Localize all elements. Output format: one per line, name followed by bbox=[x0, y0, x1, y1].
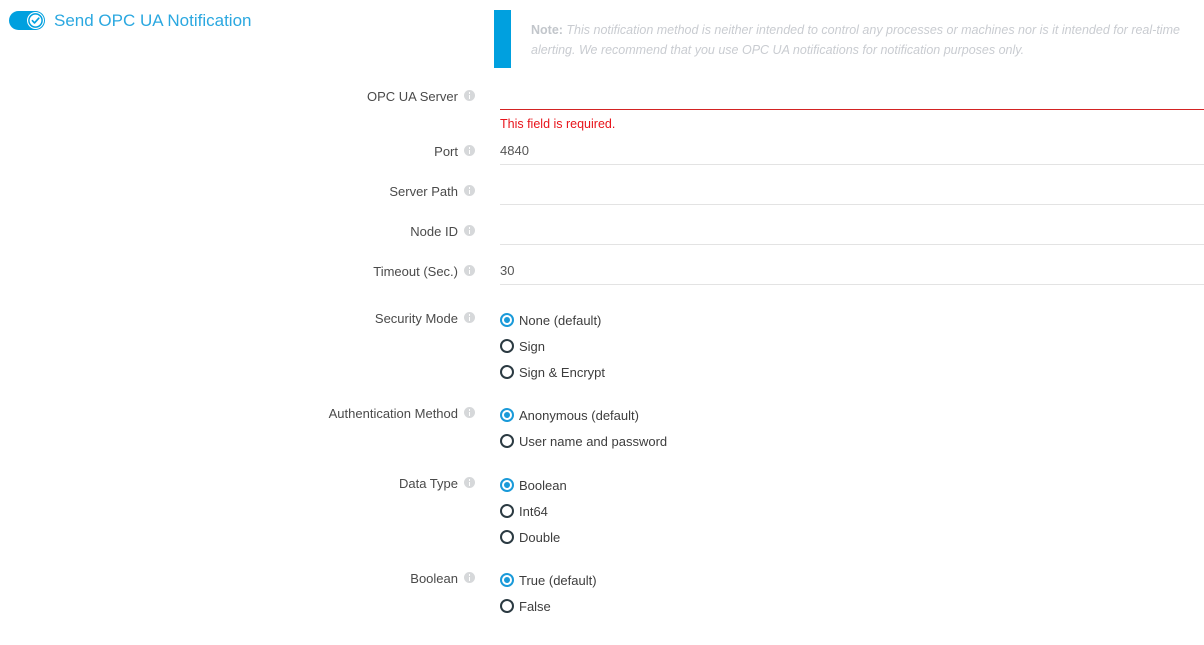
info-icon[interactable] bbox=[464, 407, 475, 418]
radio-option-boolean-false[interactable]: False bbox=[500, 593, 1204, 619]
port-input[interactable] bbox=[500, 143, 1204, 165]
note-body: This notification method is neither inte… bbox=[531, 23, 1180, 58]
note-accent-bar bbox=[494, 10, 511, 68]
info-icon[interactable] bbox=[464, 477, 475, 488]
form-row-security-mode: Security Mode None (default) Sign Sign &… bbox=[0, 306, 1204, 385]
info-icon[interactable] bbox=[464, 145, 475, 156]
label-text: OPC UA Server bbox=[366, 89, 458, 104]
radio-label: Double bbox=[519, 529, 561, 545]
field-boolean: True (default) False bbox=[475, 566, 1204, 619]
radio-indicator[interactable] bbox=[500, 504, 514, 518]
radio-option-datatype-boolean[interactable]: Boolean bbox=[500, 472, 1204, 498]
label-authentication-method: Authentication Method bbox=[0, 401, 475, 421]
field-authentication-method: Anonymous (default) User name and passwo… bbox=[475, 401, 1204, 454]
radio-label: Sign bbox=[519, 338, 546, 354]
info-icon[interactable] bbox=[464, 572, 475, 583]
radio-label: Anonymous (default) bbox=[519, 407, 639, 423]
radio-indicator[interactable] bbox=[500, 365, 514, 379]
label-server-path: Server Path bbox=[0, 183, 475, 199]
radio-indicator[interactable] bbox=[500, 599, 514, 613]
form-row-authentication-method: Authentication Method Anonymous (default… bbox=[0, 401, 1204, 454]
radio-label: None (default) bbox=[519, 312, 602, 328]
label-text: Node ID bbox=[410, 224, 458, 239]
note-prefix: Note: bbox=[531, 23, 563, 37]
radio-option-security-sign-encrypt[interactable]: Sign & Encrypt bbox=[500, 359, 1204, 385]
label-text: Server Path bbox=[389, 184, 458, 199]
info-icon[interactable] bbox=[464, 265, 475, 276]
radio-label: False bbox=[519, 598, 551, 614]
radio-label: User name and password bbox=[519, 433, 668, 449]
form-row-timeout: Timeout (Sec.) bbox=[0, 263, 1204, 285]
field-port bbox=[475, 143, 1204, 165]
radio-option-security-none[interactable]: None (default) bbox=[500, 307, 1204, 333]
note-text: Note: This notification method is neithe… bbox=[511, 10, 1198, 68]
radio-option-datatype-double[interactable]: Double bbox=[500, 524, 1204, 550]
data-type-radio-group: Boolean Int64 Double bbox=[500, 471, 1204, 550]
opc-ua-server-input[interactable] bbox=[500, 88, 1204, 110]
radio-option-boolean-true[interactable]: True (default) bbox=[500, 567, 1204, 593]
radio-indicator[interactable] bbox=[500, 339, 514, 353]
form-row-data-type: Data Type Boolean Int64 Double bbox=[0, 471, 1204, 550]
label-port: Port bbox=[0, 143, 475, 159]
radio-option-auth-username-password[interactable]: User name and password bbox=[500, 428, 1204, 454]
radio-indicator[interactable] bbox=[500, 573, 514, 587]
timeout-input[interactable] bbox=[500, 263, 1204, 285]
info-icon[interactable] bbox=[464, 312, 475, 323]
field-timeout bbox=[475, 263, 1204, 285]
note-banner: Note: This notification method is neithe… bbox=[494, 10, 1198, 68]
radio-option-datatype-int64[interactable]: Int64 bbox=[500, 498, 1204, 524]
radio-indicator[interactable] bbox=[500, 478, 514, 492]
section-header: Send OPC UA Notification bbox=[0, 0, 251, 40]
form-row-boolean: Boolean True (default) False bbox=[0, 566, 1204, 619]
label-text: Security Mode bbox=[374, 311, 458, 326]
radio-option-security-sign[interactable]: Sign bbox=[500, 333, 1204, 359]
boolean-radio-group: True (default) False bbox=[500, 566, 1204, 619]
radio-indicator[interactable] bbox=[500, 434, 514, 448]
label-text: Port bbox=[434, 144, 458, 159]
label-node-id: Node ID bbox=[0, 223, 475, 239]
label-text: Timeout (Sec.) bbox=[373, 264, 458, 279]
node-id-input[interactable] bbox=[500, 223, 1204, 245]
info-icon[interactable] bbox=[464, 185, 475, 196]
send-opc-ua-notification-toggle[interactable] bbox=[9, 10, 45, 30]
label-text: Authentication Method bbox=[328, 406, 458, 421]
form-row-opc-ua-server: OPC UA Server This field is required. bbox=[0, 88, 1204, 131]
field-server-path bbox=[475, 183, 1204, 205]
form-row-server-path: Server Path bbox=[0, 183, 1204, 205]
page-title: Send OPC UA Notification bbox=[54, 10, 252, 30]
opc-ua-settings-form: OPC UA Server This field is required. Po… bbox=[0, 88, 1204, 619]
field-opc-ua-server: This field is required. bbox=[475, 88, 1204, 131]
opc-ua-server-error: This field is required. bbox=[500, 117, 616, 131]
check-circle-icon bbox=[27, 11, 44, 29]
server-path-input[interactable] bbox=[500, 183, 1204, 205]
radio-label: Int64 bbox=[519, 503, 548, 519]
label-data-type: Data Type bbox=[0, 471, 475, 491]
radio-indicator[interactable] bbox=[500, 313, 514, 327]
form-row-port: Port bbox=[0, 143, 1204, 165]
radio-option-auth-anonymous[interactable]: Anonymous (default) bbox=[500, 402, 1204, 428]
form-row-node-id: Node ID bbox=[0, 223, 1204, 245]
radio-label: Sign & Encrypt bbox=[519, 364, 605, 380]
label-text: Data Type bbox=[398, 476, 458, 491]
field-node-id bbox=[475, 223, 1204, 245]
field-security-mode: None (default) Sign Sign & Encrypt bbox=[475, 306, 1204, 385]
label-security-mode: Security Mode bbox=[0, 306, 475, 326]
label-text: Boolean bbox=[410, 571, 458, 586]
security-mode-radio-group: None (default) Sign Sign & Encrypt bbox=[500, 306, 1204, 385]
radio-label: Boolean bbox=[519, 477, 567, 493]
authentication-method-radio-group: Anonymous (default) User name and passwo… bbox=[500, 401, 1204, 454]
radio-indicator[interactable] bbox=[500, 408, 514, 422]
label-opc-ua-server: OPC UA Server bbox=[0, 88, 475, 104]
field-data-type: Boolean Int64 Double bbox=[475, 471, 1204, 550]
radio-indicator[interactable] bbox=[500, 530, 514, 544]
info-icon[interactable] bbox=[464, 90, 475, 101]
info-icon[interactable] bbox=[464, 225, 475, 236]
label-timeout: Timeout (Sec.) bbox=[0, 263, 475, 279]
label-boolean: Boolean bbox=[0, 566, 475, 586]
radio-label: True (default) bbox=[519, 572, 597, 588]
